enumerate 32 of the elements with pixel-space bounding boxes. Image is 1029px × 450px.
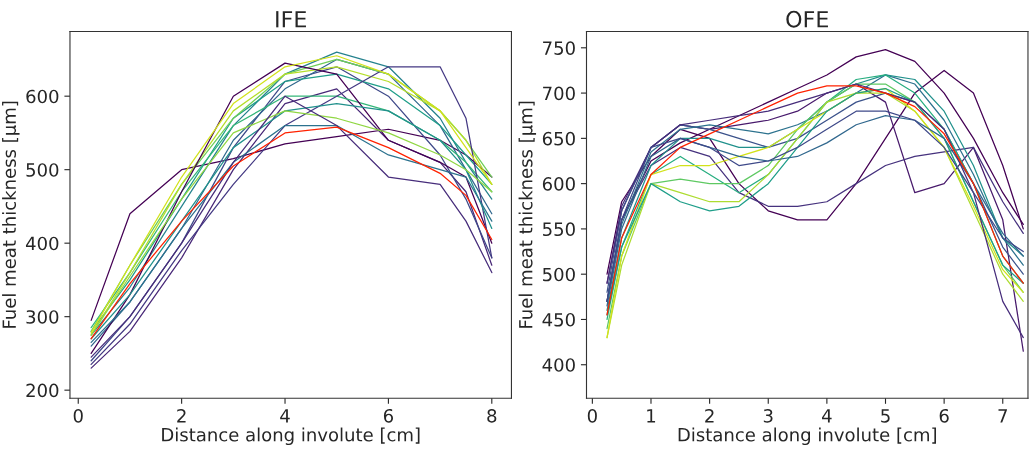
y-tick-label: 550 [543,222,575,237]
x-tick-label: 3 [763,408,773,423]
y-tick-label: 200 [26,383,59,398]
y-tick-label: 300 [26,310,59,324]
y-tick-label: 400 [25,236,59,251]
x-tick-label: 6 [939,408,949,423]
x-tick-label: 4 [280,409,290,423]
y-tick-label: 400 [542,358,575,372]
x-tick-label: 8 [487,408,497,423]
x-tick-label: 6 [383,408,394,423]
chart-title: IFE [276,11,306,28]
y-tick-label: 700 [543,86,575,101]
x-axis-title: Distance along involute [cm] [678,427,936,445]
y-tick-label: 600 [26,89,59,104]
y-axis-title: Fuel meat thickness [μm] [2,101,20,328]
x-tick-label: 5 [881,409,890,423]
x-tick-label: 2 [705,408,714,423]
y-axis-title: Fuel meat thickness [μm] [518,101,537,328]
y-tick-label: 450 [542,312,575,327]
x-tick-label: 4 [822,409,832,423]
x-tick-label: 0 [73,408,83,423]
x-tick-label: 0 [587,408,597,423]
y-tick-label: 500 [543,267,575,282]
y-tick-label: 500 [26,163,59,177]
y-tick-label: 650 [542,131,575,146]
x-tick-label: 1 [647,409,656,423]
x-tick-label: 7 [998,409,1007,423]
y-tick-label: 600 [542,177,575,191]
y-tick-label: 750 [543,41,575,55]
x-tick-label: 2 [177,408,186,423]
x-axis-title: Distance along involute [cm] [162,427,420,445]
chart-title: OFE [786,10,828,28]
